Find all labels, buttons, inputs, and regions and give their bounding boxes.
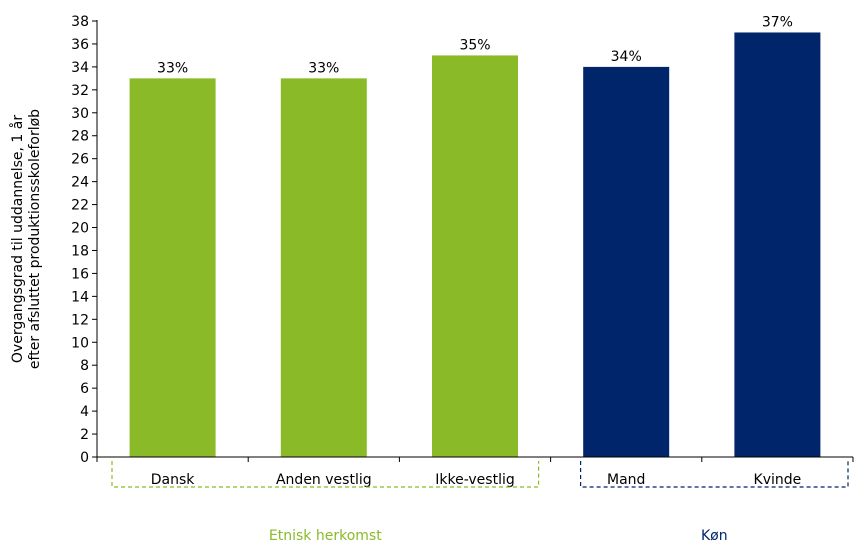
y-tick-label: 38 [71, 14, 89, 30]
data-label: 34% [611, 49, 642, 65]
y-tick-label: 32 [71, 83, 89, 99]
y-axis-title-line-1: Overgangsgrad til uddannelse, 1 år [9, 115, 26, 363]
group-brackets: Etnisk herkomst Køn [111, 461, 849, 544]
data-label: 33% [157, 60, 188, 76]
bars [129, 32, 821, 458]
y-tick-label: 26 [71, 152, 89, 168]
y-tick-label: 20 [71, 221, 89, 237]
y-tick-label: 28 [71, 129, 89, 145]
y-tick-label: 36 [71, 37, 89, 53]
y-axis-title-line-2: efter afsluttet produktionsskoleforløb [27, 109, 43, 369]
category-label: Kvinde [754, 472, 802, 488]
category-label: Anden vestlig [276, 472, 372, 488]
bar-dansk [129, 78, 216, 458]
y-tick-label: 18 [71, 243, 89, 259]
y-tick-label: 24 [71, 175, 89, 191]
x-axis-ticks [96, 457, 854, 462]
y-tick-label: 10 [71, 335, 89, 351]
category-label: Dansk [151, 472, 196, 488]
y-axis-title: Overgangsgrad til uddannelse, 1 år efter… [9, 109, 43, 369]
y-tick-label: 8 [80, 358, 89, 374]
group-label: Køn [701, 528, 728, 544]
y-tick-label: 2 [80, 427, 89, 443]
bar-anden-vestlig [280, 78, 367, 458]
y-tick-label: 30 [71, 106, 89, 122]
group-bracket [111, 461, 540, 488]
category-label: Ikke-vestlig [435, 472, 514, 488]
category-labels: Dansk Anden vestlig Ikke-vestlig Mand Kvinde [151, 472, 801, 488]
y-tick-label: 16 [71, 266, 89, 282]
y-tick-label: 22 [71, 198, 89, 214]
y-tick-label: 12 [71, 312, 89, 328]
category-label: Mand [607, 472, 645, 488]
y-tick-label: 4 [80, 404, 89, 420]
data-label: 35% [459, 37, 490, 53]
group-label: Etnisk herkomst [269, 528, 382, 544]
bar-ikke-vestlig [432, 55, 518, 457]
y-tick-label: 6 [80, 381, 89, 397]
y-tick-label: 0 [80, 450, 89, 466]
bar-mand [583, 66, 670, 457]
y-tick-label: 14 [71, 289, 89, 305]
bar-kvinde [734, 32, 821, 457]
data-label: 33% [308, 60, 339, 76]
data-label: 37% [762, 14, 793, 30]
y-tick-label: 34 [71, 60, 89, 76]
data-labels: 33% 33% 35% 34% 37% [157, 14, 793, 76]
